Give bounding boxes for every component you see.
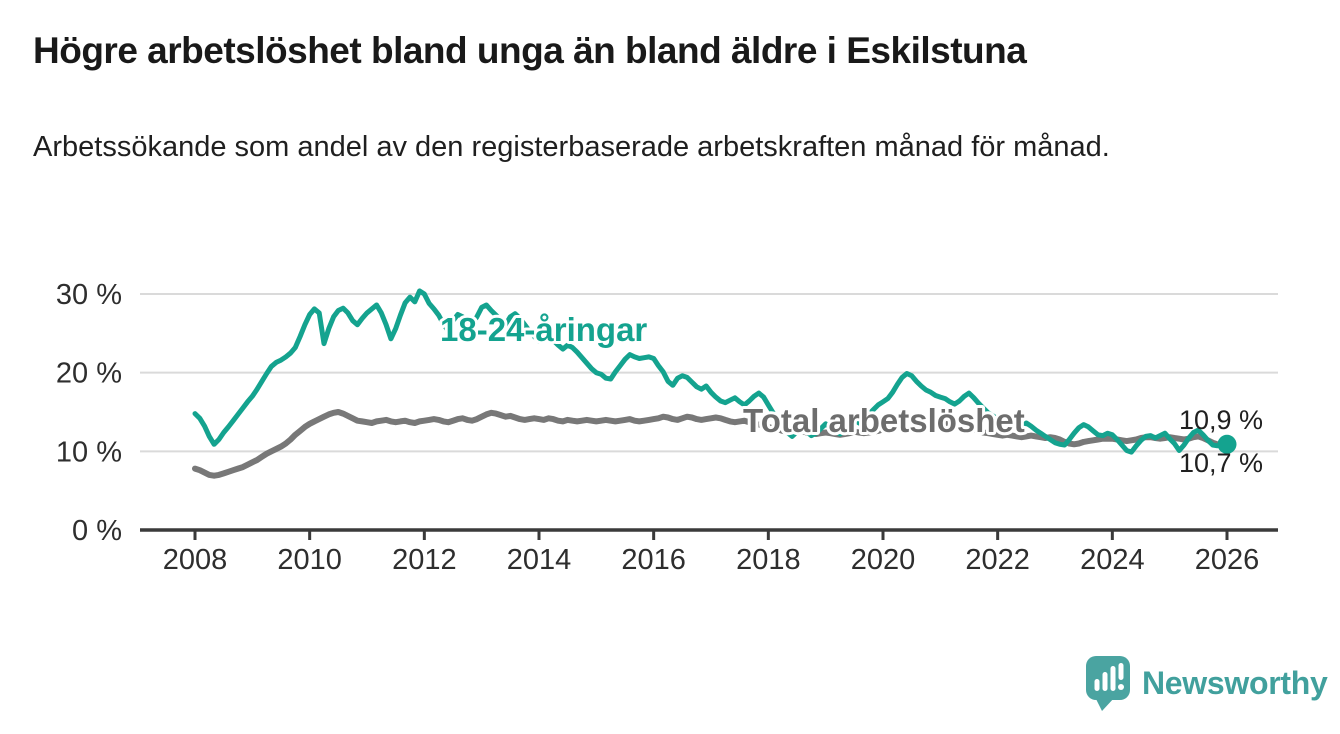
- series-line-18-24-ringar: [192, 288, 1230, 455]
- x-tick-label: 2010: [277, 544, 342, 576]
- x-tick-label: 2016: [621, 544, 686, 576]
- series-lines: [192, 288, 1237, 479]
- x-tick-label: 2026: [1195, 544, 1260, 576]
- x-tick-label: 2022: [965, 544, 1030, 576]
- y-tick-label: 30 %: [56, 279, 122, 311]
- x-tick-label: 2014: [507, 544, 572, 576]
- x-tick-label: 2008: [163, 544, 228, 576]
- x-axis: 2008 2010 2012 2014 2016 2018 2020 2022 2024 2026: [140, 528, 1278, 576]
- x-tick-label: 2024: [1080, 544, 1145, 576]
- chart-subtitle: Arbetssökande som andel av den registerb…: [33, 131, 1110, 163]
- x-tick-label: 2012: [392, 544, 457, 576]
- gridlines: [140, 292, 1278, 453]
- end-value-label-total: 10,7 %: [1179, 448, 1263, 478]
- newsworthy-logo-icon: [1086, 656, 1130, 711]
- series-label-total: Total arbetslöshet: [743, 402, 1025, 439]
- end-value-label-youth: 10,9 %: [1179, 405, 1263, 435]
- brand-footer: Newsworthy: [1085, 655, 1328, 712]
- chart-title: Högre arbetslöshet bland unga än bland ä…: [33, 30, 1027, 71]
- series-end-dot: [1217, 434, 1237, 454]
- y-axis-labels: 0 % 10 % 20 % 30 %: [56, 279, 122, 547]
- y-tick-label: 10 %: [56, 436, 122, 468]
- x-tick-label: 2020: [851, 544, 916, 576]
- series-line-total-arbetsl-shet: [192, 409, 1230, 479]
- y-tick-label: 0 %: [72, 515, 122, 547]
- brand-name: Newsworthy: [1142, 665, 1328, 701]
- x-tick-label: 2018: [736, 544, 801, 576]
- y-tick-label: 20 %: [56, 358, 122, 390]
- series-label-youth: 18-24-åringar: [440, 311, 647, 348]
